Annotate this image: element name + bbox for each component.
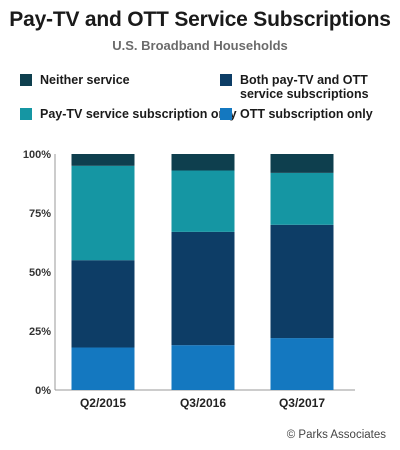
legend-swatch-both	[220, 74, 232, 86]
legend-swatch-paytv-only	[20, 108, 32, 120]
y-tick-label: 25%	[29, 326, 51, 338]
source-credit: © Parks Associates	[286, 429, 386, 441]
legend-item-paytv-only: Pay-TV service subscription only	[20, 107, 237, 121]
bar-segment	[171, 170, 235, 232]
legend-label-both: Both pay-TV and OTT service subscription…	[240, 73, 369, 101]
bar-segment	[171, 231, 235, 346]
bar-segment	[270, 154, 334, 173]
chart-title: Pay-TV and OTT Service Subscriptions	[9, 8, 391, 31]
y-tick-label: 100%	[23, 149, 51, 161]
y-tick-label: 75%	[29, 208, 51, 220]
x-tick-label: Q3/2017	[279, 396, 325, 410]
bar-segment	[71, 165, 135, 261]
bar-segment	[171, 345, 235, 390]
bar-segment	[71, 154, 135, 166]
legend-item-neither: Neither service	[20, 73, 130, 87]
legend-label-paytv-only: Pay-TV service subscription only	[40, 107, 237, 121]
bar-segment	[71, 347, 135, 390]
legend-item-ott-only: OTT subscription only	[220, 107, 373, 121]
legend-label-neither: Neither service	[40, 73, 130, 87]
bar-segment	[171, 154, 235, 171]
x-tick-label: Q3/2016	[180, 396, 226, 410]
legend-swatch-ott-only	[220, 108, 232, 120]
bar-segment	[270, 224, 334, 339]
bar-segment	[71, 260, 135, 348]
bar-segment	[270, 172, 334, 225]
legend-swatch-neither	[20, 74, 32, 86]
y-tick-label: 0%	[35, 385, 51, 397]
legend-label-ott-only: OTT subscription only	[240, 107, 373, 121]
legend-item-both: Both pay-TV and OTT service subscription…	[220, 73, 369, 101]
stacked-bar-chart: 0% 25% 50% 75% 100% Q2/2015 Q3/2016 Q3/2017	[23, 149, 355, 410]
bar-segment	[270, 338, 334, 390]
x-tick-label: Q2/2015	[80, 396, 126, 410]
chart-subtitle: U.S. Broadband Households	[112, 38, 288, 53]
y-tick-label: 50%	[29, 267, 51, 279]
